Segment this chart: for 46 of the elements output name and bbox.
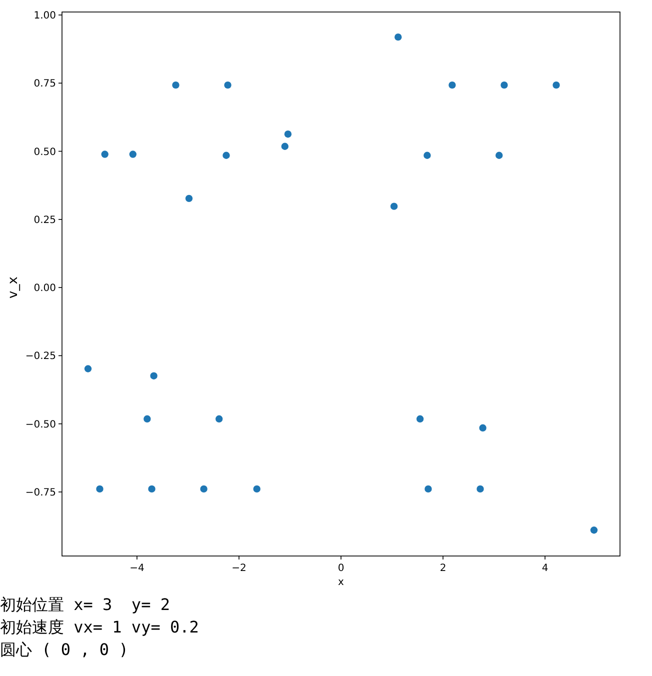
point: [148, 485, 156, 493]
point: [172, 81, 180, 89]
x-tick-label: 4: [542, 563, 548, 574]
point: [215, 415, 223, 423]
point: [200, 485, 208, 493]
point: [424, 152, 431, 159]
point: [150, 372, 158, 380]
x-tick-label: 0: [338, 563, 344, 574]
point: [84, 365, 92, 372]
point: [390, 202, 398, 210]
point: [185, 194, 193, 202]
text: 圆心 ( 0 , 0 ): [0, 640, 128, 659]
x-axis-title: x: [338, 577, 344, 588]
point: [552, 81, 560, 89]
point: [394, 33, 402, 41]
x-tick-label: −4: [130, 563, 144, 574]
point: [476, 485, 484, 493]
y-tick-label: 0.25: [34, 214, 56, 226]
y-tick-label: 1.00: [34, 10, 56, 22]
point: [253, 485, 260, 493]
y-tick-label: −0.75: [25, 487, 56, 498]
point: [284, 130, 292, 138]
point: [101, 150, 108, 158]
point: [96, 485, 104, 493]
point: [144, 415, 151, 423]
point: [448, 81, 456, 89]
y-tick-label: −0.50: [25, 419, 56, 430]
x-tick-label: −2: [232, 563, 246, 574]
x-tick-label: 2: [440, 563, 446, 574]
point: [479, 424, 486, 432]
text: 初始速度 vx= 1 vy= 0.2: [0, 618, 199, 636]
point: [424, 485, 432, 493]
point: [590, 526, 598, 534]
point: [129, 150, 136, 158]
y-tick-label: 0.75: [34, 78, 56, 90]
point: [416, 415, 424, 423]
y-tick-label: 0.00: [34, 283, 56, 294]
point: [496, 152, 503, 159]
point: [222, 152, 230, 159]
y-tick-label: −0.25: [25, 351, 56, 362]
text: 初始位置 x= 3 y= 2: [0, 595, 170, 614]
y-axis-title: v_x: [6, 276, 21, 298]
point: [224, 81, 232, 89]
point: [500, 81, 508, 89]
point: [281, 142, 288, 150]
y-tick-label: 0.50: [34, 146, 56, 158]
